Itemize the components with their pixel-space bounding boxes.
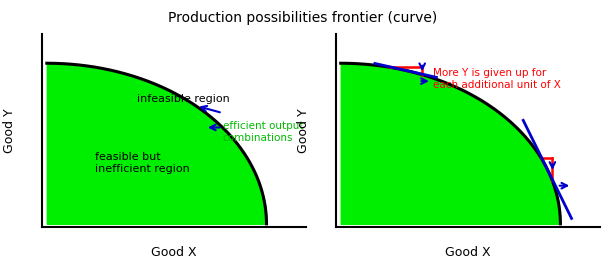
Text: efficient output
combinations: efficient output combinations <box>222 121 303 143</box>
Text: Good X: Good X <box>445 246 491 259</box>
Text: Good X: Good X <box>152 246 197 259</box>
Text: infeasible region: infeasible region <box>136 93 230 103</box>
Text: Good Y: Good Y <box>297 108 310 153</box>
Text: feasible but
inefficient region: feasible but inefficient region <box>95 152 190 174</box>
Text: Production possibilities frontier (curve): Production possibilities frontier (curve… <box>168 11 438 25</box>
Text: More Y is given up for
each additional unit of X: More Y is given up for each additional u… <box>433 68 561 90</box>
Text: Good Y: Good Y <box>3 108 16 153</box>
